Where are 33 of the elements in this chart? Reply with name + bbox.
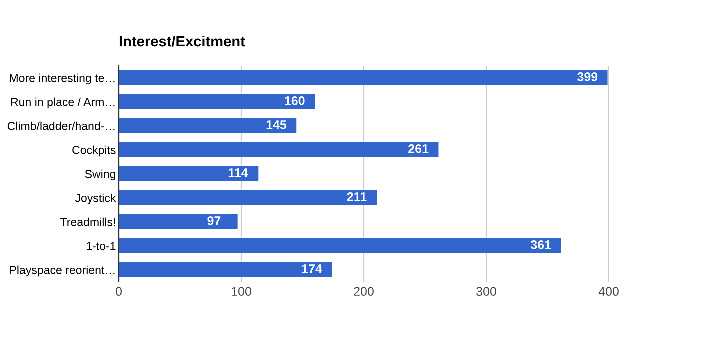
data-label: 399: [578, 72, 598, 82]
bar: [119, 262, 332, 278]
x-tick-label: 100: [232, 287, 252, 296]
bar: [119, 238, 562, 254]
data-label: 261: [408, 144, 429, 154]
y-tick-label: Joystick: [75, 194, 116, 205]
data-label: 114: [228, 168, 248, 178]
y-tick-label: Playspace reorient…: [10, 266, 115, 277]
data-label: 211: [347, 192, 367, 202]
y-tick-label: Cockpits: [72, 146, 116, 157]
y-tick-label: Swing: [85, 170, 116, 181]
bar: [119, 118, 297, 134]
y-tick-label: Run in place / Arm…: [11, 98, 115, 109]
bar: [119, 94, 315, 110]
x-tick-label: 200: [354, 287, 374, 296]
data-label: 145: [266, 120, 287, 130]
y-tick-label: Treadmills!: [60, 218, 116, 226]
y-tick-label: 1-to-1: [86, 242, 116, 250]
data-label: 97: [208, 216, 221, 226]
bar: [119, 190, 378, 206]
y-tick-label: More interesting te…: [10, 74, 115, 85]
data-label: 361: [530, 240, 552, 250]
bar: [119, 70, 608, 86]
y-tick-label: Climb/ladder/hand-…: [8, 122, 115, 130]
bar: [119, 142, 439, 158]
x-tick-label: 0: [116, 287, 122, 296]
x-tick-label: 400: [598, 287, 619, 296]
bar: [119, 166, 259, 182]
data-label: 160: [285, 96, 305, 106]
chart-title: Interest/Excitment: [120, 36, 246, 47]
x-tick-label: 300: [476, 287, 496, 296]
data-label: 174: [302, 264, 322, 274]
bar: [119, 214, 238, 230]
